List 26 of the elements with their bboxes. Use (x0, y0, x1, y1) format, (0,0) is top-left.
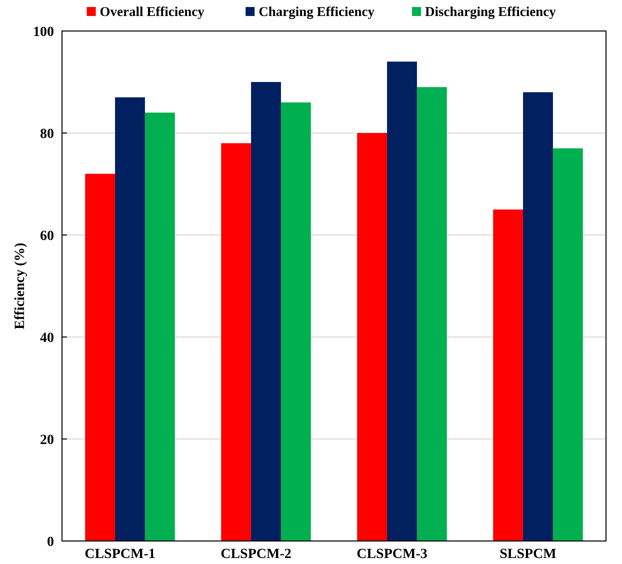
bar (85, 174, 116, 541)
x-tick-label: CLSPCM-3 (356, 547, 428, 562)
bar (144, 112, 175, 541)
y-tick-label: 100 (33, 24, 54, 40)
bar (115, 97, 145, 541)
y-tick-label: 80 (40, 126, 54, 142)
y-tick-label: 60 (40, 228, 54, 244)
bar (493, 210, 524, 541)
y-tick-label: 40 (40, 330, 54, 346)
y-tick-label: 20 (40, 432, 54, 448)
legend-label: Discharging Efficiency (425, 4, 556, 19)
bar (416, 87, 447, 541)
legend-label: Overall Efficiency (100, 4, 205, 19)
bar (357, 133, 388, 541)
bar (552, 148, 583, 541)
bar (251, 82, 281, 541)
x-tick-label: CLSPCM-2 (220, 547, 292, 562)
x-tick-label: CLSPCM-1 (84, 547, 156, 562)
bar (280, 102, 311, 541)
bar (523, 92, 553, 541)
bar (221, 143, 252, 541)
y-axis-title: Efficiency (%) (13, 242, 28, 330)
bar (387, 62, 417, 541)
legend-label: Charging Efficiency (258, 4, 375, 19)
x-tick-label: SLSPCM (500, 547, 556, 562)
y-tick-label: 0 (47, 534, 54, 550)
